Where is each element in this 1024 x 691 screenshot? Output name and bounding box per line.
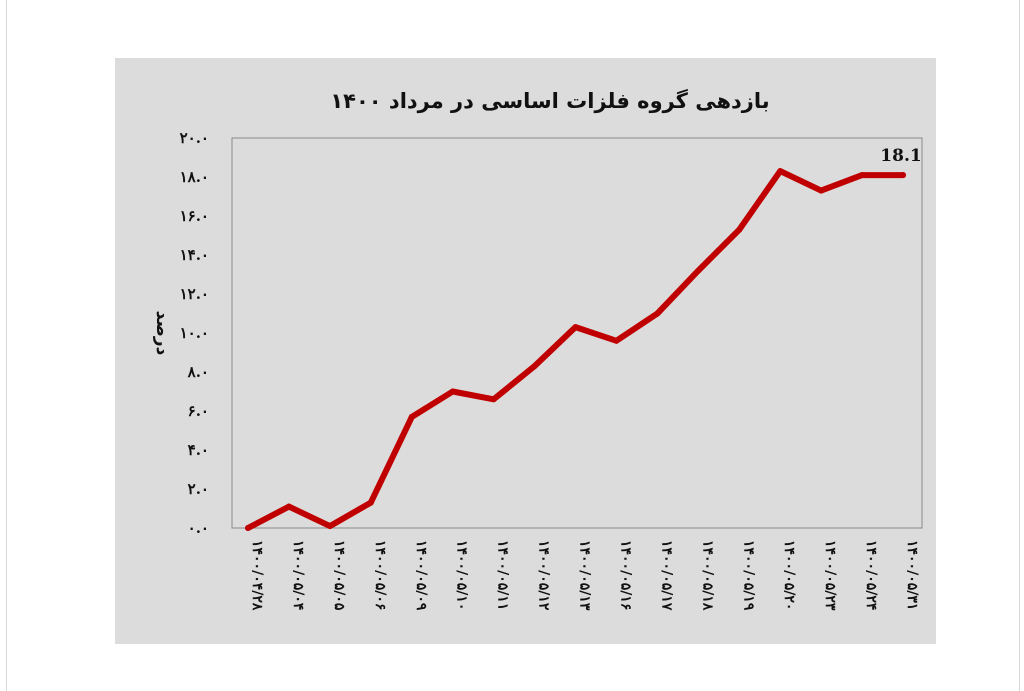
series-point	[777, 168, 784, 175]
y-tick-label: ۱۴.۰	[180, 246, 209, 264]
x-tick-label: ۱۴۰۰/۰۵/۱۲	[536, 540, 552, 611]
x-tick-label: ۱۴۰۰/۰۵/۰۶	[372, 540, 388, 610]
y-tick-label: ۲۰.۰	[180, 129, 209, 147]
series-point	[859, 172, 866, 179]
y-tick-label: ۱۸.۰	[180, 168, 209, 186]
x-tick-label: ۱۴۰۰/۰۵/۰۴	[290, 540, 306, 610]
series-point	[326, 523, 333, 530]
x-tick-label: ۱۴۰۰/۰۵/۱۰	[454, 540, 470, 610]
x-tick-label: ۱۴۰۰/۰۵/۱۷	[658, 540, 674, 611]
y-tick-label: ۴.۰	[188, 441, 209, 459]
series-point	[695, 267, 702, 274]
y-tick-label: ۰.۰	[188, 519, 209, 537]
series-point	[449, 388, 456, 395]
y-tick-label: ۲.۰	[188, 480, 209, 498]
series-point	[613, 337, 620, 344]
series-point	[367, 499, 374, 506]
x-tick-label: ۱۴۰۰/۰۵/۲۴	[863, 540, 879, 610]
series-point	[818, 187, 825, 194]
series-points	[245, 168, 906, 531]
series-point	[572, 324, 579, 331]
x-tick-label: ۱۴۰۰/۰۵/۱۸	[699, 540, 715, 611]
x-tick-label: ۱۴۰۰/۰۵/۰۹	[413, 540, 429, 611]
x-tick-label: ۱۴۰۰/۰۵/۳۱	[904, 540, 920, 610]
y-tick-label: ۱۲.۰	[180, 285, 209, 303]
x-tick-label: ۱۴۰۰/۰۵/۲۰	[781, 540, 797, 610]
series-point	[245, 525, 251, 531]
y-tick-label: ۱۰.۰	[180, 324, 209, 342]
x-tick-label: ۱۴۰۰/۰۵/۱۹	[740, 540, 756, 611]
y-tick-label: ۶.۰	[188, 402, 209, 420]
chart-panel: بازدهی گروه فلزات اساسی در مرداد ۱۴۰۰ ۰.…	[115, 58, 936, 644]
y-axis-ticks: ۰.۰ ۲.۰ ۴.۰ ۶.۰ ۸.۰ ۱۰.۰ ۱۲.۰ ۱۴.۰ ۱۶.۰ ۱۸.۰ ۲۰.۰	[180, 129, 209, 537]
series-point	[900, 172, 906, 179]
series-point	[285, 503, 292, 510]
y-tick-label: ۸.۰	[187, 363, 209, 381]
series-point	[490, 396, 497, 403]
data-label-last: 18.1	[880, 146, 921, 166]
x-tick-label: ۱۴۰۰/۰۵/۲۳	[822, 540, 838, 611]
x-tick-label: ۱۴۰۰/۰۵/۱۱	[495, 540, 511, 610]
y-tick-label: ۱۶.۰	[180, 207, 209, 225]
y-axis-label: درصد	[152, 311, 172, 356]
series-point	[736, 226, 743, 233]
line-chart: بازدهی گروه فلزات اساسی در مرداد ۱۴۰۰ ۰.…	[152, 88, 923, 611]
plot-area	[231, 137, 923, 529]
series-point	[531, 363, 538, 370]
x-tick-label: ۱۴۰۰/۰۵/۰۵	[331, 540, 347, 611]
x-tick-label: ۱۴۰۰/۰۴/۲۸	[249, 540, 265, 611]
series-point	[408, 413, 415, 420]
x-tick-label: ۱۴۰۰/۰۵/۱۶	[617, 540, 633, 610]
x-axis-ticks: ۱۴۰۰/۰۴/۲۸ ۱۴۰۰/۰۵/۰۴ ۱۴۰۰/۰۵/۰۵ ۱۴۰۰/۰۵/۰۶…	[249, 540, 920, 611]
chart-title: بازدهی گروه فلزات اساسی در مرداد ۱۴۰۰	[330, 88, 769, 113]
x-tick-label: ۱۴۰۰/۰۵/۱۳	[577, 540, 593, 611]
series-point	[654, 310, 661, 317]
page-border-right	[1019, 0, 1020, 691]
page-border-left	[6, 0, 7, 691]
